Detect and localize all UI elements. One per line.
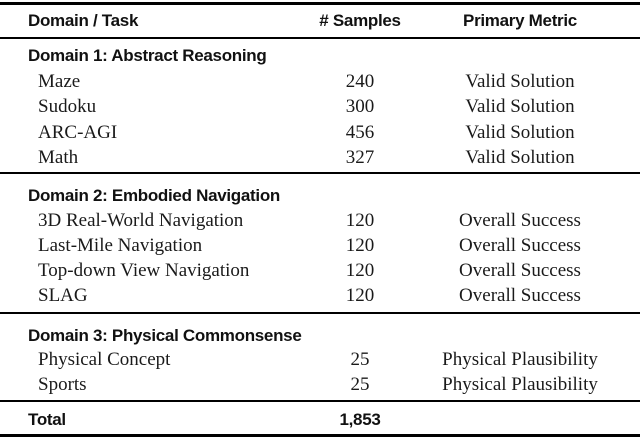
task-cell: Sudoku bbox=[38, 96, 97, 117]
metric-cell: Overall Success bbox=[459, 285, 581, 306]
total-row: Total 1,853 bbox=[0, 407, 640, 433]
table-row: Last-Mile Navigation 120 Overall Success bbox=[0, 233, 640, 259]
total-samples-cell: 1,853 bbox=[339, 410, 381, 429]
task-cell: Math bbox=[38, 147, 79, 168]
section-heading-row: Domain 1: Abstract Reasoning bbox=[0, 43, 640, 69]
task-cell: 3D Real-World Navigation bbox=[38, 210, 244, 231]
samples-cell: 25 bbox=[350, 374, 370, 395]
samples-cell: 327 bbox=[345, 147, 375, 168]
section-heading-row: Domain 2: Embodied Navigation bbox=[0, 183, 640, 209]
column-header-samples: # Samples bbox=[319, 11, 401, 30]
table-row: SLAG 120 Overall Success bbox=[0, 283, 640, 309]
table-header-row: Domain / Task # Samples Primary Metric bbox=[0, 8, 640, 34]
table-row: Math 327 Valid Solution bbox=[0, 145, 640, 171]
task-cell: Physical Concept bbox=[38, 349, 171, 370]
metric-cell: Physical Plausibility bbox=[442, 374, 598, 395]
column-header-task: Domain / Task bbox=[28, 11, 139, 30]
task-cell: Last-Mile Navigation bbox=[38, 235, 203, 256]
table-rule-after-domain2 bbox=[0, 312, 640, 314]
table-rule-top bbox=[0, 2, 640, 5]
metric-cell: Overall Success bbox=[459, 210, 581, 231]
task-cell: SLAG bbox=[38, 285, 88, 306]
metric-cell: Valid Solution bbox=[465, 147, 575, 168]
task-cell: Top-down View Navigation bbox=[38, 260, 250, 281]
metric-cell: Overall Success bbox=[459, 260, 581, 281]
section-heading: Domain 3: Physical Commonsense bbox=[28, 326, 302, 345]
table-row: Sudoku 300 Valid Solution bbox=[0, 94, 640, 120]
table-row: ARC-AGI 456 Valid Solution bbox=[0, 120, 640, 146]
column-header-metric: Primary Metric bbox=[463, 11, 577, 30]
samples-cell: 120 bbox=[345, 235, 375, 256]
metric-cell: Valid Solution bbox=[465, 96, 575, 117]
metric-cell: Physical Plausibility bbox=[442, 349, 598, 370]
table-rule-above-total bbox=[0, 400, 640, 402]
samples-cell: 456 bbox=[345, 122, 375, 143]
section-heading: Domain 1: Abstract Reasoning bbox=[28, 46, 267, 65]
task-cell: ARC-AGI bbox=[38, 122, 118, 143]
total-label: Total bbox=[28, 410, 66, 429]
table-rule-bottom bbox=[0, 434, 640, 437]
section-heading: Domain 2: Embodied Navigation bbox=[28, 186, 280, 205]
samples-cell: 120 bbox=[345, 285, 375, 306]
samples-cell: 240 bbox=[345, 71, 375, 92]
task-cell: Maze bbox=[38, 71, 81, 92]
table-row: Top-down View Navigation 120 Overall Suc… bbox=[0, 258, 640, 284]
samples-cell: 120 bbox=[345, 210, 375, 231]
table-rule-after-domain1 bbox=[0, 172, 640, 174]
table-row: Physical Concept 25 Physical Plausibilit… bbox=[0, 347, 640, 373]
section-heading-row: Domain 3: Physical Commonsense bbox=[0, 323, 640, 349]
metric-cell: Overall Success bbox=[459, 235, 581, 256]
table-row: 3D Real-World Navigation 120 Overall Suc… bbox=[0, 208, 640, 234]
metric-cell: Valid Solution bbox=[465, 122, 575, 143]
samples-cell: 25 bbox=[350, 349, 370, 370]
metric-cell: Valid Solution bbox=[465, 71, 575, 92]
table-row: Maze 240 Valid Solution bbox=[0, 69, 640, 95]
samples-cell: 300 bbox=[345, 96, 375, 117]
task-cell: Sports bbox=[38, 374, 87, 395]
table-row: Sports 25 Physical Plausibility bbox=[0, 372, 640, 398]
samples-cell: 120 bbox=[345, 260, 375, 281]
table-rule-below-header bbox=[0, 37, 640, 39]
